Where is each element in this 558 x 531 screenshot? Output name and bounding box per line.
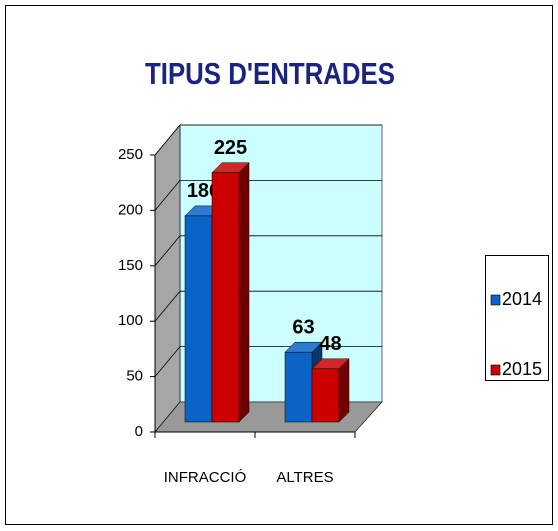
y-tick-label: 250: [118, 146, 143, 163]
grid-line: [154, 124, 181, 156]
y-tick-label: 150: [118, 257, 143, 274]
bar-side: [238, 162, 250, 423]
grid-line: [154, 180, 181, 211]
legend-swatch: [490, 294, 501, 306]
chart-title: TIPUS D'ENTRADES: [145, 56, 395, 91]
y-tick-label: 50: [126, 368, 143, 385]
legend-label: 2014: [502, 289, 542, 309]
y-tick-label: 0: [135, 423, 143, 440]
bar: [184, 215, 213, 423]
legend-swatch: [490, 364, 501, 376]
data-label: 225: [214, 137, 247, 159]
data-label: 63: [292, 316, 314, 338]
grid-line: [154, 290, 181, 322]
legend-label: 2015: [502, 359, 542, 379]
data-label: 48: [319, 333, 341, 355]
x-tick-label: ALTRES: [276, 469, 333, 486]
grid-line: [154, 235, 181, 267]
side-wall: [154, 124, 181, 433]
bar: [211, 172, 240, 423]
y-tick-label: 100: [118, 312, 143, 329]
legend-box: [485, 255, 549, 381]
bar-side: [338, 358, 350, 423]
y-tick-label: 200: [118, 201, 143, 218]
x-tick-label: INFRACCIÓ: [164, 469, 247, 486]
bar: [311, 368, 340, 423]
bar: [284, 351, 313, 423]
grid-line: [154, 346, 181, 377]
